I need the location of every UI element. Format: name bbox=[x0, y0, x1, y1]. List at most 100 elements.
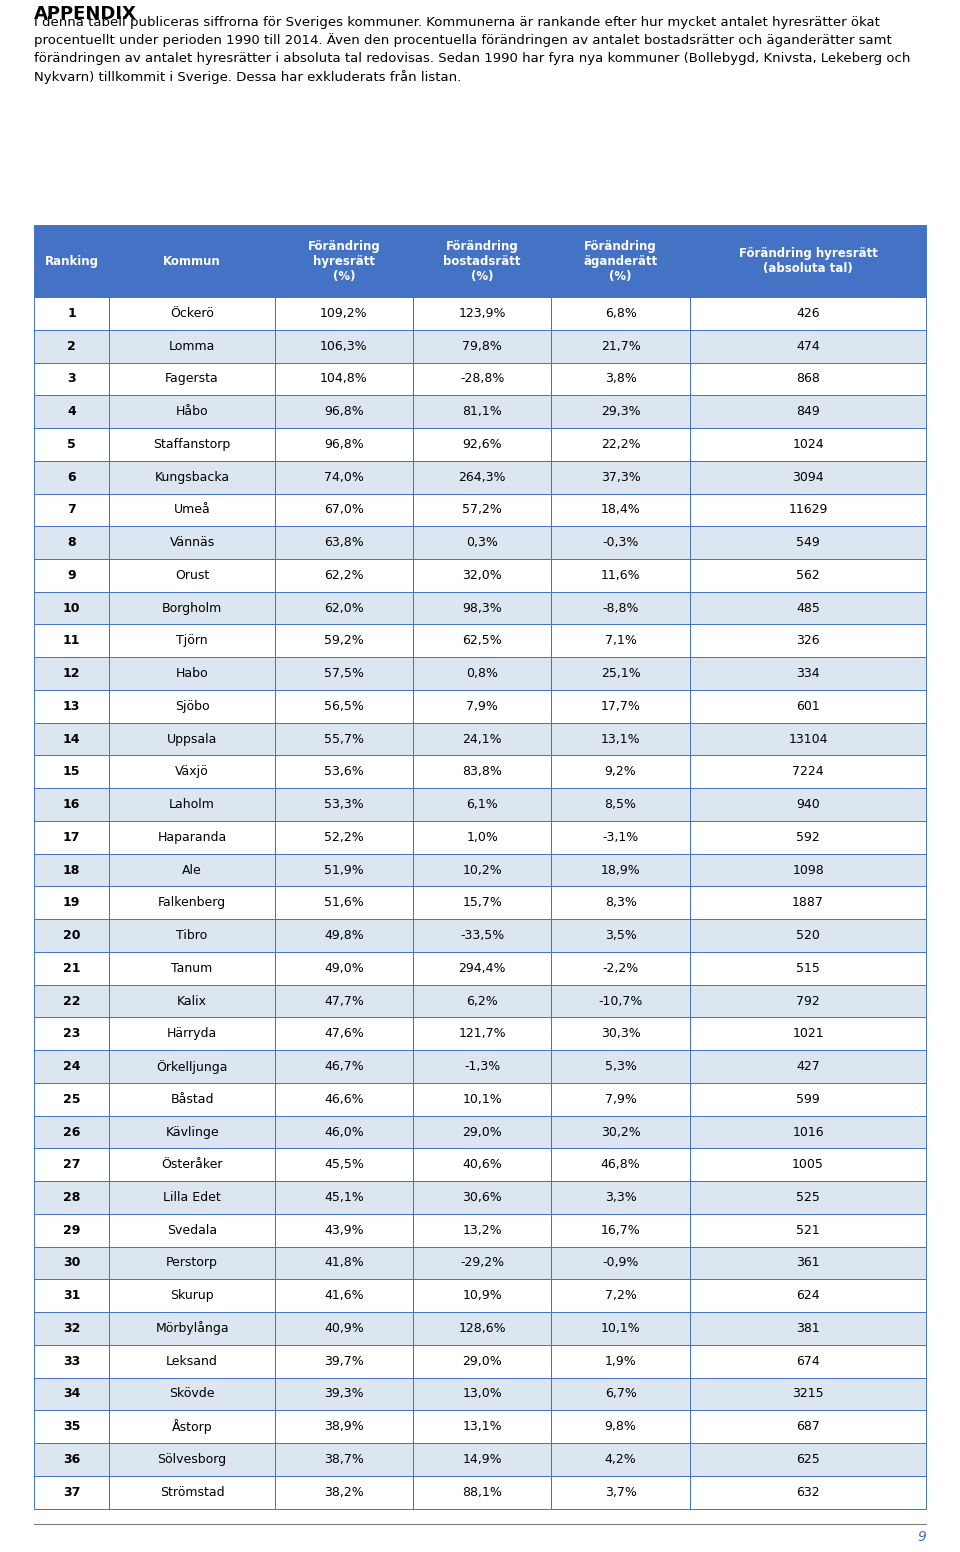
Bar bbox=[275, 1476, 413, 1509]
Text: 381: 381 bbox=[796, 1322, 820, 1335]
Bar bbox=[109, 1181, 275, 1214]
Text: 51,9%: 51,9% bbox=[324, 863, 364, 877]
Bar bbox=[109, 886, 275, 919]
Bar bbox=[34, 1378, 109, 1411]
Text: 23: 23 bbox=[62, 1027, 81, 1040]
Bar bbox=[109, 494, 275, 526]
Text: 792: 792 bbox=[796, 995, 820, 1007]
Bar bbox=[551, 886, 690, 919]
Bar bbox=[275, 984, 413, 1018]
Bar bbox=[551, 691, 690, 723]
Bar bbox=[34, 1148, 109, 1181]
Bar bbox=[34, 494, 109, 526]
Text: 1098: 1098 bbox=[792, 863, 824, 877]
Bar bbox=[551, 1443, 690, 1476]
Bar bbox=[551, 526, 690, 559]
Bar bbox=[413, 723, 551, 756]
Text: 49,8%: 49,8% bbox=[324, 930, 364, 942]
Bar bbox=[34, 919, 109, 951]
Text: Kävlinge: Kävlinge bbox=[165, 1125, 219, 1139]
Bar bbox=[275, 363, 413, 396]
Text: 264,3%: 264,3% bbox=[459, 470, 506, 484]
Text: 9: 9 bbox=[918, 1530, 926, 1544]
Text: 7,9%: 7,9% bbox=[467, 700, 498, 712]
Text: 624: 624 bbox=[796, 1290, 820, 1302]
Bar bbox=[413, 919, 551, 951]
Text: 592: 592 bbox=[796, 830, 820, 844]
Text: 14: 14 bbox=[62, 733, 81, 745]
Text: 3,5%: 3,5% bbox=[605, 930, 636, 942]
Bar bbox=[413, 1378, 551, 1411]
Text: 334: 334 bbox=[796, 667, 820, 680]
Text: 30,6%: 30,6% bbox=[463, 1190, 502, 1204]
Bar bbox=[34, 1051, 109, 1083]
Bar bbox=[551, 1051, 690, 1083]
Bar bbox=[413, 494, 551, 526]
Text: 32,0%: 32,0% bbox=[463, 570, 502, 582]
Bar bbox=[34, 526, 109, 559]
Text: 16: 16 bbox=[62, 798, 81, 812]
Bar bbox=[109, 363, 275, 396]
Text: 6,7%: 6,7% bbox=[605, 1387, 636, 1400]
Text: 30,2%: 30,2% bbox=[601, 1125, 640, 1139]
Text: Perstorp: Perstorp bbox=[166, 1257, 218, 1270]
Bar bbox=[275, 1181, 413, 1214]
Bar bbox=[34, 396, 109, 428]
Bar bbox=[275, 1443, 413, 1476]
Text: Växjö: Växjö bbox=[175, 765, 209, 779]
Text: 106,3%: 106,3% bbox=[320, 340, 368, 352]
Text: 15,7%: 15,7% bbox=[463, 897, 502, 909]
Bar bbox=[551, 296, 690, 331]
Text: 13104: 13104 bbox=[788, 733, 828, 745]
Text: 53,6%: 53,6% bbox=[324, 765, 364, 779]
Text: Fagersta: Fagersta bbox=[165, 372, 219, 385]
Text: 17: 17 bbox=[62, 830, 81, 844]
Text: -28,8%: -28,8% bbox=[460, 372, 504, 385]
Bar bbox=[109, 296, 275, 331]
Bar bbox=[275, 1346, 413, 1378]
Text: Förändring
hyresrätt
(%): Förändring hyresrätt (%) bbox=[307, 239, 380, 282]
Text: 22,2%: 22,2% bbox=[601, 438, 640, 452]
Bar bbox=[275, 1378, 413, 1411]
Bar bbox=[690, 886, 926, 919]
Text: 13,0%: 13,0% bbox=[463, 1387, 502, 1400]
Bar bbox=[275, 296, 413, 331]
Bar bbox=[275, 1411, 413, 1443]
Bar bbox=[690, 396, 926, 428]
Bar bbox=[690, 854, 926, 886]
Bar bbox=[551, 821, 690, 854]
Text: Förändring
äganderätt
(%): Förändring äganderätt (%) bbox=[584, 239, 658, 282]
Bar bbox=[109, 1378, 275, 1411]
Text: 34: 34 bbox=[62, 1387, 81, 1400]
Bar bbox=[551, 559, 690, 591]
Text: 1,9%: 1,9% bbox=[605, 1355, 636, 1367]
Text: 96,8%: 96,8% bbox=[324, 438, 364, 452]
Text: Åstorp: Åstorp bbox=[172, 1419, 212, 1434]
Text: 51,6%: 51,6% bbox=[324, 897, 364, 909]
Text: 12: 12 bbox=[62, 667, 81, 680]
Bar bbox=[109, 331, 275, 363]
Bar bbox=[551, 428, 690, 461]
Text: Sjöbo: Sjöbo bbox=[175, 700, 209, 712]
Bar bbox=[690, 1018, 926, 1051]
Text: 426: 426 bbox=[796, 307, 820, 320]
Text: 562: 562 bbox=[796, 570, 820, 582]
Bar bbox=[275, 1018, 413, 1051]
Text: 67,0%: 67,0% bbox=[324, 503, 364, 517]
Bar bbox=[109, 1411, 275, 1443]
Bar bbox=[275, 396, 413, 428]
Text: 47,7%: 47,7% bbox=[324, 995, 364, 1007]
Text: 9: 9 bbox=[67, 570, 76, 582]
Text: Sölvesborg: Sölvesborg bbox=[157, 1453, 227, 1467]
Bar bbox=[690, 526, 926, 559]
Text: 0,3%: 0,3% bbox=[467, 535, 498, 549]
Bar bbox=[109, 1443, 275, 1476]
Text: 37,3%: 37,3% bbox=[601, 470, 640, 484]
Bar bbox=[109, 526, 275, 559]
Text: 83,8%: 83,8% bbox=[463, 765, 502, 779]
Bar bbox=[551, 494, 690, 526]
Text: Härryda: Härryda bbox=[167, 1027, 217, 1040]
Bar bbox=[690, 296, 926, 331]
Text: 7,1%: 7,1% bbox=[605, 635, 636, 647]
Text: 13,1%: 13,1% bbox=[601, 733, 640, 745]
